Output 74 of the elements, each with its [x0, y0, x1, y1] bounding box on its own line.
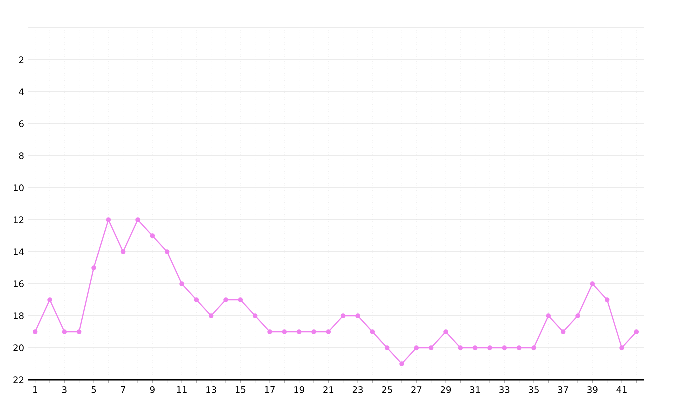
point — [282, 330, 288, 334]
x-tick-label: 41 — [616, 386, 627, 394]
x-tick-label: 37 — [558, 386, 568, 394]
point — [48, 298, 52, 302]
point — [76, 330, 82, 334]
x-tick-label: 19 — [294, 386, 304, 394]
point — [576, 314, 580, 318]
x-tick-label: 27 — [412, 386, 422, 394]
point — [356, 314, 360, 318]
y-tick-label: 14 — [14, 248, 24, 256]
point — [326, 330, 332, 334]
y-tick-label: 18 — [14, 312, 24, 320]
x-tick-label: 11 — [177, 386, 187, 394]
point — [560, 330, 566, 334]
y-tick-label: 2 — [19, 56, 24, 64]
point — [296, 330, 302, 334]
point — [208, 314, 214, 318]
point — [224, 298, 228, 302]
point — [106, 218, 112, 222]
point — [590, 282, 596, 286]
point — [384, 346, 390, 350]
point — [268, 330, 272, 334]
x-tick-label: 35 — [528, 386, 539, 394]
point — [472, 346, 478, 350]
x-tick-label: 21 — [324, 386, 334, 394]
point — [238, 298, 244, 302]
x-tick-label: 15 — [236, 386, 246, 394]
x-tick-label: 29 — [440, 386, 452, 394]
point — [252, 314, 258, 318]
point — [620, 346, 624, 350]
point — [370, 330, 376, 334]
point — [136, 218, 140, 222]
point — [92, 266, 96, 270]
point — [414, 346, 420, 350]
point — [194, 298, 200, 302]
y-tick-label: 16 — [14, 280, 24, 288]
x-tick-label: 17 — [265, 386, 275, 394]
x-tick-label: 39 — [588, 386, 598, 394]
x-tick-label: 31 — [470, 386, 480, 394]
y-tick-label: 22 — [14, 376, 24, 384]
point — [180, 282, 184, 286]
point — [150, 234, 156, 238]
y-tick-label: 12 — [14, 216, 24, 224]
x-tick-label: 7 — [121, 386, 126, 394]
y-tick-label: 6 — [19, 120, 24, 128]
point — [502, 346, 508, 350]
point — [604, 298, 610, 302]
point — [400, 362, 404, 366]
point — [120, 250, 126, 254]
x-tick-label: 25 — [382, 386, 392, 394]
y-tick-label: 10 — [14, 184, 24, 192]
point — [546, 314, 552, 318]
point — [428, 346, 434, 350]
point — [516, 346, 522, 350]
x-tick-label: 33 — [500, 386, 510, 394]
point — [340, 314, 346, 318]
point — [532, 346, 536, 350]
point — [62, 330, 68, 334]
point — [444, 330, 448, 334]
x-tick-label: 23 — [352, 386, 363, 394]
x-tick-label: 9 — [150, 386, 155, 394]
point — [32, 330, 38, 334]
point — [164, 250, 170, 254]
point — [312, 330, 316, 334]
point — [634, 330, 640, 334]
y-tick-label: 8 — [19, 152, 24, 160]
point — [458, 346, 464, 350]
point — [488, 346, 492, 350]
x-tick-label: 13 — [206, 386, 216, 394]
y-tick-label: 4 — [19, 88, 24, 96]
y-tick-label: 20 — [14, 344, 24, 352]
x-tick-label: 1 — [33, 386, 38, 394]
x-tick-label: 5 — [92, 386, 96, 394]
x-tick-label: 3 — [62, 386, 67, 394]
